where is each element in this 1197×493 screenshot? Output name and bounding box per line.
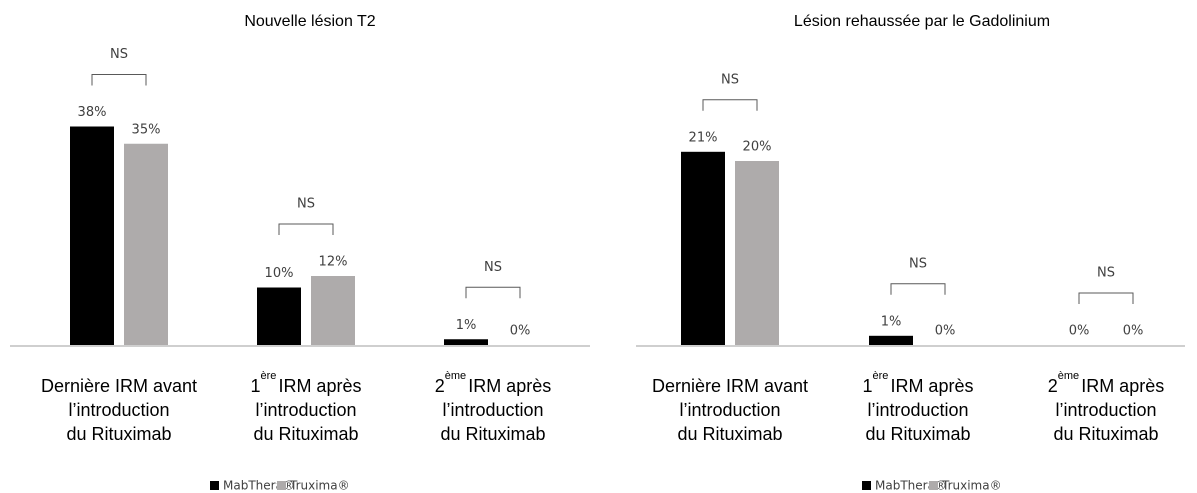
category-label: 1ère IRM après <box>251 370 362 396</box>
significance-bracket <box>890 283 946 295</box>
chart-title: Nouvelle lésion T2 <box>244 13 375 30</box>
legend-label: MabThera® <box>875 479 947 493</box>
value-label: 38% <box>78 105 107 120</box>
category-label: Dernière IRM avant <box>41 376 197 396</box>
category-label-sup: ème <box>445 370 466 382</box>
category-label: l’introduction <box>442 400 543 420</box>
category-label-sup: ère <box>261 370 277 382</box>
bar <box>869 335 913 345</box>
category-label-part: IRM après <box>1081 376 1164 396</box>
value-label: 10% <box>265 266 294 281</box>
category-label-part: 1 <box>251 376 261 396</box>
category-label-part: 1 <box>863 376 873 396</box>
category-label-part: IRM après <box>890 376 973 396</box>
bar <box>444 339 488 345</box>
category-label: 2ème IRM après <box>435 370 551 396</box>
legend-label: Truxima® <box>289 479 350 493</box>
category-label: du Rituximab <box>253 424 358 444</box>
bar <box>124 143 168 345</box>
category-label: du Rituximab <box>66 424 171 444</box>
bar <box>735 161 779 345</box>
significance-label: NS <box>909 256 927 271</box>
significance-bracket <box>1078 292 1134 304</box>
category-label: l’introduction <box>1055 400 1156 420</box>
category-label-part: IRM après <box>278 376 361 396</box>
category-label: l’introduction <box>867 400 968 420</box>
value-label: 0% <box>510 324 531 339</box>
category-label-sup: ème <box>1058 370 1079 382</box>
category-label: du Rituximab <box>865 424 970 444</box>
legend-label: Truxima® <box>941 479 1002 493</box>
legend-label: MabThera® <box>223 479 295 493</box>
significance-label: NS <box>110 47 128 62</box>
category-label: du Rituximab <box>440 424 545 444</box>
legend-swatch <box>210 481 219 490</box>
significance-label: NS <box>721 72 739 87</box>
value-label: 21% <box>689 130 718 145</box>
legend-swatch <box>277 481 286 490</box>
category-label-part: IRM après <box>468 376 551 396</box>
significance-bracket <box>91 74 147 86</box>
category-label: 2ème IRM après <box>1048 370 1164 396</box>
significance-label: NS <box>1097 266 1115 281</box>
category-label: l’introduction <box>255 400 356 420</box>
bar <box>681 151 725 345</box>
significance-bracket <box>702 99 758 111</box>
category-label: du Rituximab <box>1053 424 1158 444</box>
value-label: 20% <box>743 140 772 155</box>
category-label: l’introduction <box>679 400 780 420</box>
value-label: 1% <box>881 314 902 329</box>
legend-swatch <box>862 481 871 490</box>
bar <box>311 276 355 345</box>
value-label: 1% <box>456 318 477 333</box>
bar <box>257 287 301 345</box>
chart-title: Lésion rehaussée par le Gadolinium <box>794 13 1050 30</box>
significance-label: NS <box>297 197 315 212</box>
category-label-part: 2 <box>1048 376 1058 396</box>
category-label: l’introduction <box>68 400 169 420</box>
value-label: 12% <box>319 255 348 270</box>
category-label-part: 2 <box>435 376 445 396</box>
category-label: Dernière IRM avant <box>652 376 808 396</box>
category-label: du Rituximab <box>677 424 782 444</box>
value-label: 0% <box>935 324 956 339</box>
category-label: 1ère IRM après <box>863 370 974 396</box>
value-label: 35% <box>132 122 161 137</box>
value-label: 0% <box>1123 324 1144 339</box>
legend-swatch <box>929 481 938 490</box>
value-label: 0% <box>1069 324 1090 339</box>
significance-label: NS <box>484 260 502 275</box>
category-label-sup: ère <box>873 370 889 382</box>
significance-bracket <box>465 286 521 299</box>
bar <box>70 126 114 345</box>
significance-bracket <box>278 223 334 235</box>
